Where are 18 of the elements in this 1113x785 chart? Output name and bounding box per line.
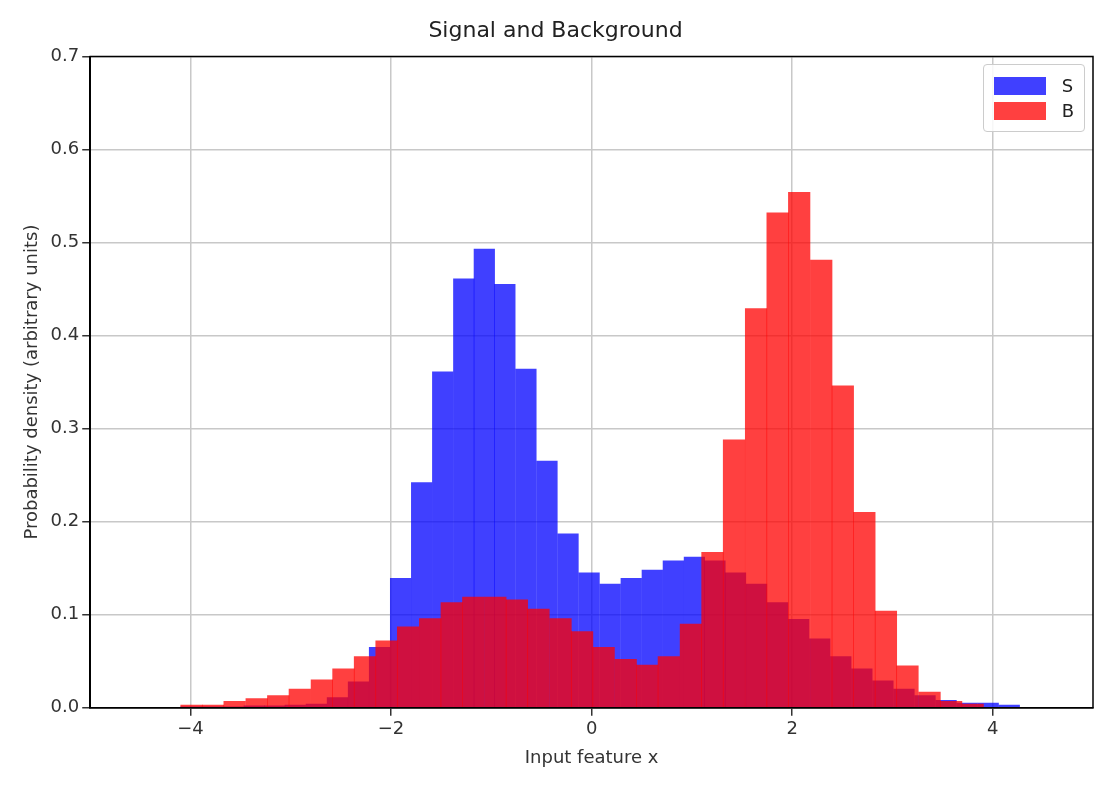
x-tick-label: 0: [585, 717, 598, 739]
y-tick-label: 0.3: [50, 416, 80, 438]
y-tick-label: 0.5: [50, 230, 80, 252]
x-tick-label: −4: [177, 717, 204, 739]
legend-label: S: [1061, 75, 1074, 97]
y-tick-label: 0.1: [50, 602, 80, 624]
y-tick-label: 0.2: [50, 509, 80, 531]
x-tick-label: 4: [987, 717, 999, 739]
y-tick-label: 0.7: [50, 44, 80, 66]
x-tick-label: 2: [786, 717, 798, 739]
y-tick-label: 0.4: [50, 323, 80, 345]
x-axis-title: Input feature x: [524, 745, 659, 767]
y-axis-title: Probability density (arbitrary units): [20, 224, 42, 540]
legend-label: B: [1061, 100, 1074, 122]
y-tick-label: 0.0: [50, 695, 80, 717]
y-tick-label: 0.6: [50, 137, 80, 159]
chart-title: Signal and Background: [428, 16, 683, 42]
x-tick-label: −2: [377, 717, 405, 739]
